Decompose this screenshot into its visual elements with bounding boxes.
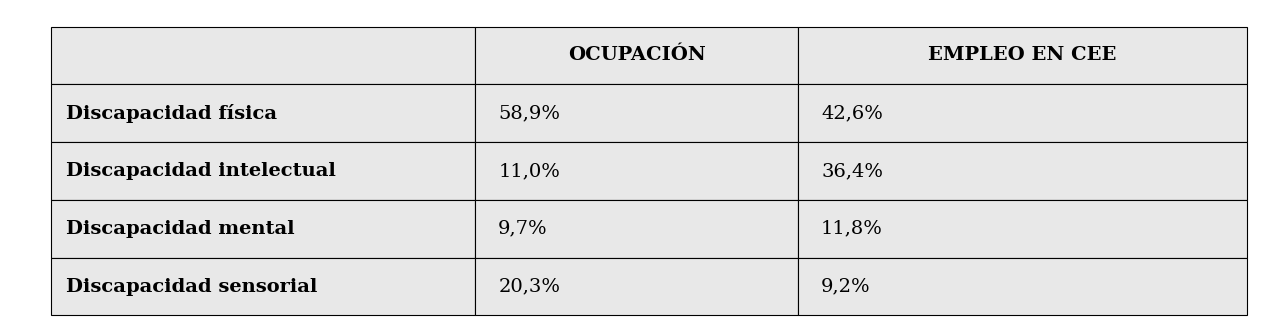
Bar xyxy=(476,258,799,315)
Bar xyxy=(476,200,799,258)
Bar xyxy=(799,200,1247,258)
Text: 58,9%: 58,9% xyxy=(499,104,560,122)
Text: Discapacidad física: Discapacidad física xyxy=(66,104,277,123)
Text: 42,6%: 42,6% xyxy=(822,104,883,122)
Text: Discapacidad sensorial: Discapacidad sensorial xyxy=(66,278,318,295)
Bar xyxy=(476,27,799,84)
Bar xyxy=(799,258,1247,315)
Bar xyxy=(476,84,799,142)
Bar xyxy=(51,200,476,258)
Text: 9,7%: 9,7% xyxy=(499,220,548,238)
Text: 36,4%: 36,4% xyxy=(822,162,883,180)
Text: 9,2%: 9,2% xyxy=(822,278,871,295)
Text: OCUPACIÓN: OCUPACIÓN xyxy=(567,46,706,64)
Text: 11,0%: 11,0% xyxy=(499,162,560,180)
Text: Discapacidad mental: Discapacidad mental xyxy=(66,220,295,238)
Bar xyxy=(799,142,1247,200)
Bar xyxy=(51,84,476,142)
Bar xyxy=(51,142,476,200)
Bar xyxy=(51,27,476,84)
Bar xyxy=(799,27,1247,84)
Text: 11,8%: 11,8% xyxy=(822,220,883,238)
Text: Discapacidad intelectual: Discapacidad intelectual xyxy=(66,162,336,180)
Bar xyxy=(476,142,799,200)
Text: EMPLEO EN CEE: EMPLEO EN CEE xyxy=(929,46,1117,64)
Text: 20,3%: 20,3% xyxy=(499,278,560,295)
Bar xyxy=(51,258,476,315)
Bar xyxy=(799,84,1247,142)
